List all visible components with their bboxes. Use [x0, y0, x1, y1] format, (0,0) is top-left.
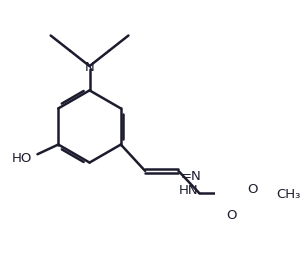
Text: HN: HN	[178, 183, 198, 196]
Text: CH₃: CH₃	[276, 187, 301, 200]
Text: HO: HO	[11, 151, 32, 164]
Text: =N: =N	[180, 169, 201, 182]
Text: O: O	[247, 182, 257, 195]
Text: N: N	[85, 60, 95, 73]
Text: O: O	[226, 208, 237, 221]
